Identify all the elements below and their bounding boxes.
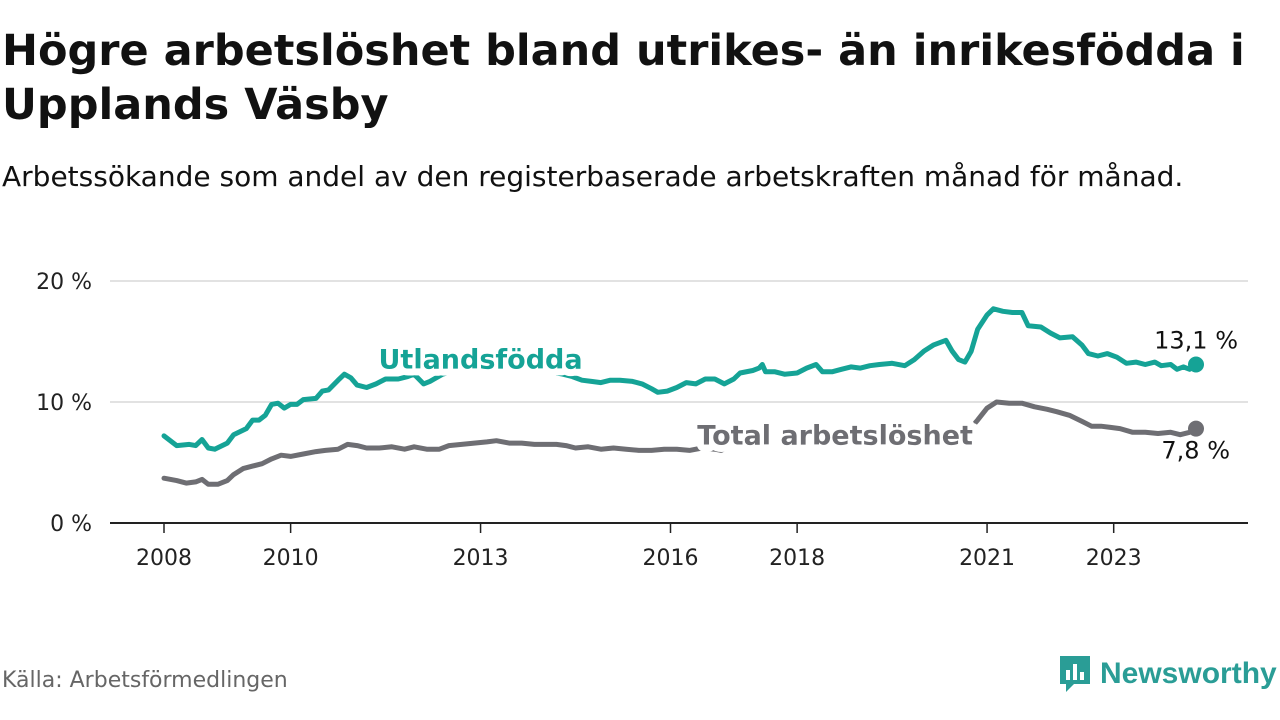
brand-logo[interactable]: Newsworthy — [1058, 652, 1277, 696]
y-axis-tick-labels: 0 % 10 % 20 % — [36, 270, 92, 537]
newsworthy-logo-icon — [1060, 656, 1090, 692]
brand-name: Newsworthy — [1100, 657, 1277, 690]
x-tick-label: 2021 — [959, 546, 1015, 571]
series-annotation: Total arbetslöshet — [697, 420, 973, 451]
y-tick-label: 10 % — [36, 391, 92, 416]
y-tick-label: 0 % — [50, 512, 92, 537]
x-axis: 2008 2010 2013 2016 2018 2021 2023 — [110, 522, 1248, 571]
line-chart: 0 % 10 % 20 % 2008 2010 2013 2016 2018 2021 2023… — [36, 270, 1248, 571]
series-annotation: Utlandsfödda — [379, 345, 583, 376]
series-end-label: 7,8 % — [1161, 437, 1230, 465]
series-end-label: 13,1 % — [1154, 326, 1238, 354]
series-lines — [161, 306, 1204, 487]
chart-title: Högre arbetslöshet bland utrikes- än inr… — [2, 26, 1245, 130]
series-annotations: 13,1 % 7,8 % Utlandsfödda Total arbetslöshe… — [372, 326, 1238, 465]
series-line-total — [161, 399, 1199, 487]
x-tick-label: 2018 — [769, 546, 825, 571]
x-tick-label: 2023 — [1086, 546, 1142, 571]
y-tick-label: 20 % — [36, 270, 92, 295]
series-end-point — [1188, 356, 1204, 373]
source-note: Källa: Arbetsförmedlingen — [2, 668, 288, 693]
x-tick-label: 2016 — [643, 546, 699, 571]
x-tick-label: 2010 — [263, 546, 319, 571]
chart-subtitle: Arbetssökande som andel av den registerb… — [2, 160, 1184, 193]
series-line-utlandsfodda — [161, 306, 1199, 452]
x-tick-label: 2013 — [453, 546, 509, 571]
x-tick-label: 2008 — [136, 546, 192, 571]
series-end-point — [1188, 420, 1204, 437]
